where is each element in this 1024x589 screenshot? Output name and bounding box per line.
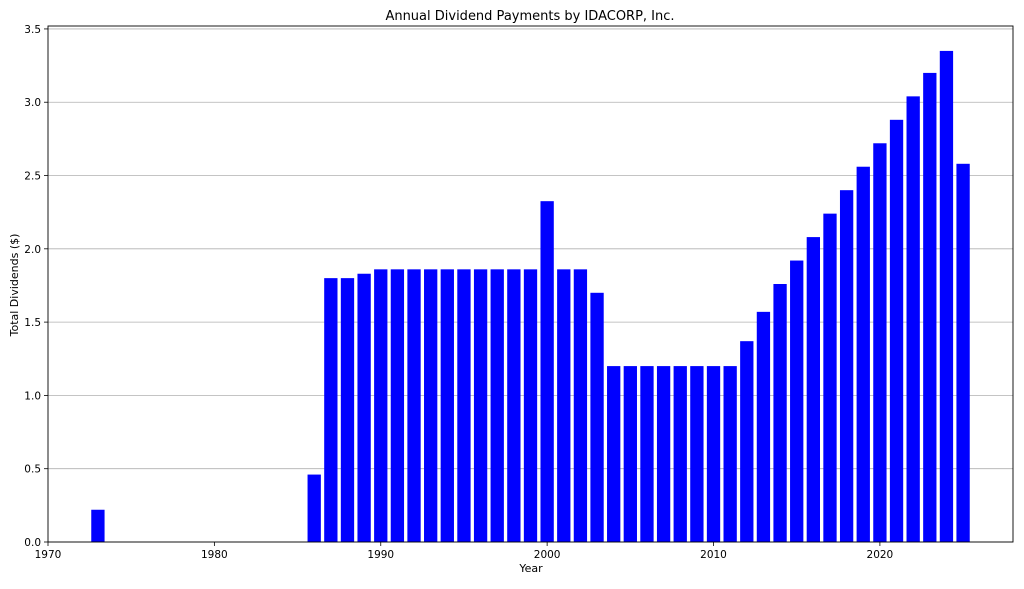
bars xyxy=(91,50,970,543)
y-tick-label: 2.5 xyxy=(24,171,41,183)
bar-1991 xyxy=(390,269,405,542)
bar-2013 xyxy=(756,311,771,542)
bar-1994 xyxy=(440,269,454,542)
bar-2002 xyxy=(573,269,588,542)
bar-1992 xyxy=(407,269,421,542)
bar-2006 xyxy=(640,366,654,542)
y-tick-label: 2.0 xyxy=(24,244,41,256)
bar-1988 xyxy=(340,278,355,542)
bar-2023 xyxy=(923,72,937,542)
bar-2005 xyxy=(623,366,637,542)
bar-1986 xyxy=(307,474,321,542)
bar-2015 xyxy=(790,260,804,542)
bar-2012 xyxy=(740,341,754,542)
bar-2014 xyxy=(773,284,787,542)
bar-2010 xyxy=(706,366,721,542)
bar-2000 xyxy=(540,201,554,542)
bar-1995 xyxy=(457,269,471,542)
bar-2017 xyxy=(823,213,837,543)
bar-1997 xyxy=(490,269,504,542)
y-tick-label: 1.0 xyxy=(24,390,41,402)
y-tick-label: 3.0 xyxy=(24,97,41,109)
y-axis-label: Total Dividends ($) xyxy=(8,234,21,338)
x-tick-label: 2010 xyxy=(700,549,727,561)
bar-1973 xyxy=(91,509,105,542)
bar-2011 xyxy=(723,366,737,542)
axes: 0.0 0.5 1.0 1.5 2.0 2.5 3.0 3.5 1970 1980 1990 2000… xyxy=(24,24,1014,561)
bar-1998 xyxy=(507,269,521,542)
bar-2021 xyxy=(889,119,904,543)
bar-2004 xyxy=(607,366,621,542)
x-tick-label: 2000 xyxy=(534,549,561,561)
y-tick-label: 0.5 xyxy=(24,464,41,476)
bar-2009 xyxy=(690,366,704,542)
bar-2018 xyxy=(839,190,854,542)
x-tick-label: 1970 xyxy=(35,549,62,561)
chart-title: Annual Dividend Payments by IDACORP, Inc… xyxy=(385,9,674,24)
bar-2022 xyxy=(906,96,920,542)
y-tick-label: 3.5 xyxy=(24,24,41,36)
x-axis-label: Year xyxy=(518,562,543,575)
bar-2020 xyxy=(873,143,887,543)
bar-1990 xyxy=(374,269,388,542)
plot-frame xyxy=(47,25,1014,543)
bar-2024 xyxy=(939,50,954,542)
bar-1996 xyxy=(473,269,488,542)
bar-1987 xyxy=(324,278,338,542)
y-tick-label: 1.5 xyxy=(24,317,41,329)
bar-2025 xyxy=(956,163,970,542)
bar-1999 xyxy=(523,269,538,542)
bar-2019 xyxy=(856,166,870,542)
bar-1989 xyxy=(357,273,371,542)
bar-2001 xyxy=(557,269,571,542)
x-tick-label: 2020 xyxy=(867,549,894,561)
bar-2008 xyxy=(673,366,687,542)
x-tick-label: 1980 xyxy=(201,549,228,561)
y-tick-label: 0.0 xyxy=(24,537,41,549)
bar-2016 xyxy=(806,237,820,542)
x-tick-label: 1990 xyxy=(367,549,394,561)
bar-2003 xyxy=(590,292,604,542)
bar-2007 xyxy=(656,366,671,542)
bar-1993 xyxy=(424,269,438,542)
